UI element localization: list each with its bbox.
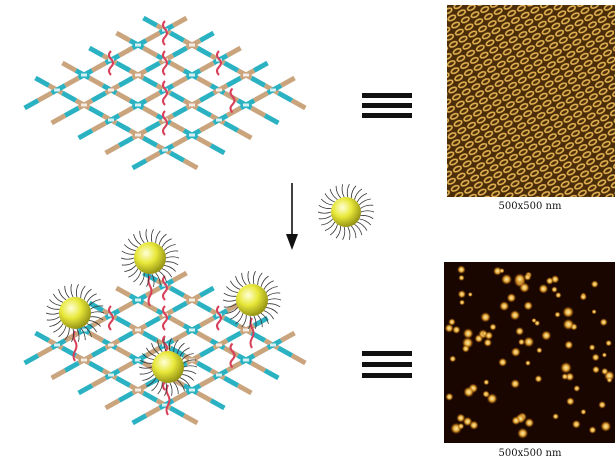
nanoparticle-icon bbox=[138, 338, 198, 396]
dna-lattice-top bbox=[23, 15, 307, 171]
nanoparticle-icon bbox=[317, 184, 375, 240]
equals-icon bbox=[362, 351, 412, 378]
afm-bottom-scale-label: 500x500 nm bbox=[498, 448, 562, 459]
dna-lattice-nanoparticle-bound bbox=[23, 229, 307, 426]
afm-top-scale-label: 500x500 nm bbox=[498, 201, 562, 212]
nanoparticle-icon bbox=[120, 229, 180, 287]
afm-image-nanoparticles bbox=[444, 262, 615, 443]
nanoparticle-icon bbox=[317, 184, 375, 240]
afm-image-lattice bbox=[447, 5, 615, 197]
nanoparticle-icon bbox=[222, 271, 282, 329]
equals-icon bbox=[362, 93, 412, 118]
down-arrow-icon bbox=[286, 183, 298, 250]
nanoparticle-icon bbox=[45, 284, 105, 342]
